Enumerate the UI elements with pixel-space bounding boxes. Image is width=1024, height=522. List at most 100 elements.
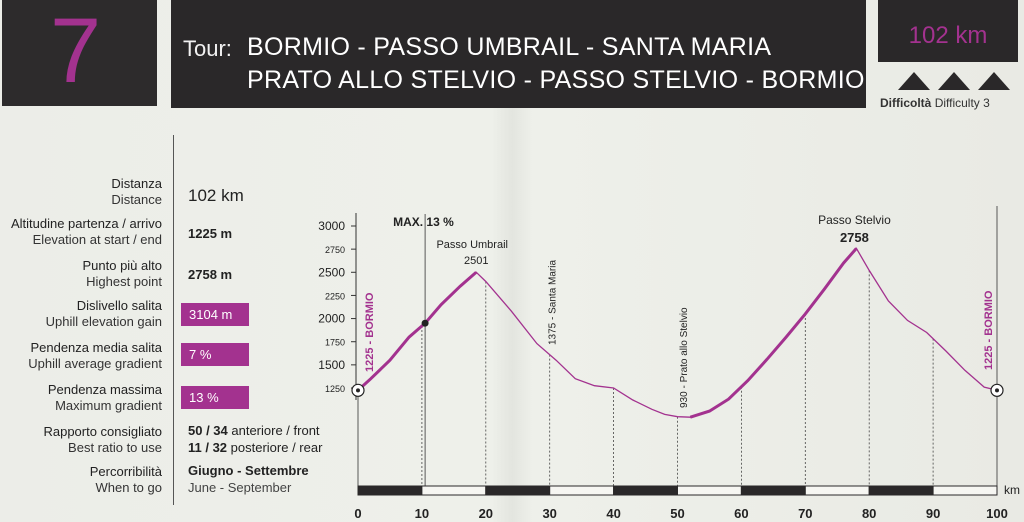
stat-value-when-to-go: Giugno - Settembre June - September <box>188 462 309 496</box>
stat-label-elevation: Altitudine partenza / arrivo Elevation a… <box>11 216 162 248</box>
distance-bar-segment <box>613 485 678 496</box>
stat-label-en: Elevation at start / end <box>32 232 162 247</box>
difficulty-label-en: Difficulty <box>934 96 980 110</box>
annotation-santa-maria: 1375 - Santa Maria <box>548 260 559 345</box>
tour-number-box: 7 <box>2 0 157 106</box>
y-tick-label: 2250 <box>325 291 345 301</box>
annotation-passo-stelvio: Passo Stelvio <box>818 213 891 227</box>
stat-label-en: Highest point <box>86 274 162 289</box>
difficulty-value: 3 <box>983 96 990 110</box>
y-tick-label: 2500 <box>318 265 345 279</box>
annotation-passo-umbrail: Passo Umbrail <box>436 239 508 251</box>
climb-segment <box>689 247 858 419</box>
chart-axes: 3000 2750 2500 2250 2000 1750 1500 1250 0 10 20 30 4… <box>318 213 1020 521</box>
x-tick-label: 10 <box>415 506 429 521</box>
stat-label-when-to-go: Percorribilità When to go <box>90 464 162 496</box>
stat-label-max-gradient: Pendenza massima Maximum gradient <box>48 382 162 414</box>
stat-label-best-ratio: Rapporto consigliato Best ratio to use <box>43 424 162 456</box>
stat-label-it: Punto più alto <box>82 258 162 273</box>
ratio-rear-value: 11 / 32 <box>188 440 228 455</box>
annotation-passo-stelvio-value: 2758 <box>840 230 869 245</box>
stat-label-it: Dislivello salita <box>76 298 162 313</box>
annotation-bormio-start: 1225 - BORMIO <box>364 292 376 372</box>
tour-title-line1: BORMIO - PASSO UMBRAIL - SANTA MARIA <box>247 33 772 61</box>
max-gradient-dot <box>421 319 429 327</box>
x-tick-label: 100 <box>986 506 1008 521</box>
distance-bar-segment <box>485 485 551 496</box>
annotation-prato-allo-stelvio: 930 - Prato allo Stelvio <box>679 307 690 408</box>
distance-bar-segment <box>549 485 615 496</box>
tour-number: 7 <box>50 0 102 102</box>
distance-bar-segment <box>932 485 998 496</box>
ratio-front-label: anteriore / front <box>227 423 320 438</box>
stat-label-en: Uphill average gradient <box>28 356 162 371</box>
stat-label-distance: Distanza Distance <box>111 176 162 208</box>
x-tick-label: 60 <box>734 506 748 521</box>
y-tick-label: 1250 <box>325 384 345 394</box>
annotation-max-gradient: MAX. 13 % <box>393 215 454 229</box>
stat-label-en: Maximum gradient <box>55 398 162 413</box>
chart-drop-lines <box>357 206 998 487</box>
x-tick-label: 30 <box>542 506 556 521</box>
stat-label-en: Uphill elevation gain <box>45 314 162 329</box>
difficulty-triangle-icon <box>898 72 930 90</box>
difficulty-triangle-icon <box>938 72 970 90</box>
stat-label-it: Pendenza massima <box>47 382 162 397</box>
distance-badge: 102 km <box>878 0 1018 62</box>
y-tick-label: 2750 <box>325 245 345 255</box>
difficulty-text: Difficoltà Difficulty 3 <box>880 96 990 110</box>
x-tick-label: 40 <box>606 506 620 521</box>
elevation-line <box>357 247 998 418</box>
y-tick-label: 2000 <box>318 312 345 326</box>
x-tick-label: 80 <box>862 506 876 521</box>
endpoint-marker-dot <box>995 388 999 393</box>
stat-value-average-gradient: 7 % <box>181 343 249 366</box>
stat-value-uphill-gain: 3104 m <box>181 303 249 326</box>
distance-badge-text: 102 km <box>908 22 988 49</box>
stat-label-it: Percorribilità <box>89 464 162 479</box>
x-tick-label: 50 <box>670 506 684 521</box>
tour-label: Tour: <box>183 36 232 61</box>
distance-bar-segment <box>357 485 423 496</box>
y-tick-label: 1750 <box>325 338 345 348</box>
difficulty-triangle-icon <box>978 72 1010 90</box>
title-box: Tour: BORMIO - PASSO UMBRAIL - SANTA MAR… <box>171 0 866 108</box>
season-it: Giugno - Settembre <box>188 463 309 478</box>
distance-bar-segment <box>677 485 742 496</box>
ratio-rear-label: posteriore / rear <box>227 440 323 455</box>
stat-label-highest-point: Punto più alto Highest point <box>82 258 162 290</box>
distance-bar-segment <box>421 485 487 496</box>
distance-bar-segment <box>740 485 806 496</box>
ratio-front-value: 50 / 34 <box>188 423 228 438</box>
stat-label-it: Pendenza media salita <box>30 340 162 355</box>
y-tick-label: 3000 <box>318 219 345 233</box>
x-tick-label: 20 <box>479 506 493 521</box>
stat-label-en: Best ratio to use <box>68 440 162 455</box>
stats-divider <box>173 135 174 505</box>
stat-label-it: Distanza <box>111 176 162 191</box>
stat-value-max-gradient: 13 % <box>181 386 249 409</box>
stat-label-en: Distance <box>111 192 162 207</box>
climb-segment <box>356 271 478 392</box>
stat-label-it: Rapporto consigliato <box>43 424 162 439</box>
season-en: June - September <box>188 480 292 495</box>
y-tick-label: 1500 <box>318 358 345 372</box>
stat-value-elevation: 1225 m <box>188 226 233 241</box>
endpoint-marker-dot <box>356 388 360 393</box>
chart-profile <box>351 247 1004 419</box>
annotation-bormio-end: 1225 - BORMIO <box>983 290 995 370</box>
stat-value-distance: 102 km <box>188 186 244 205</box>
x-tick-label: 0 <box>354 506 361 521</box>
stat-label-average-gradient: Pendenza media salita Uphill average gra… <box>28 340 162 372</box>
stat-label-it: Altitudine partenza / arrivo <box>10 216 162 231</box>
x-axis-label: km <box>1004 483 1020 497</box>
stat-value-highest-point: 2758 m <box>188 267 233 282</box>
annotation-passo-umbrail-value: 2501 <box>464 255 488 267</box>
difficulty-label-it: Difficoltà <box>880 96 932 110</box>
stat-label-uphill-gain: Dislivello salita Uphill elevation gain <box>46 298 162 330</box>
stat-value-best-ratio: 50 / 34 anteriore / front 11 / 32 poster… <box>188 422 322 456</box>
x-tick-label: 90 <box>926 506 940 521</box>
chart-labels: MAX. 13 % Passo Umbrail 2501 1375 - Santa M… <box>364 213 995 408</box>
stat-label-en: When to go <box>95 480 163 495</box>
